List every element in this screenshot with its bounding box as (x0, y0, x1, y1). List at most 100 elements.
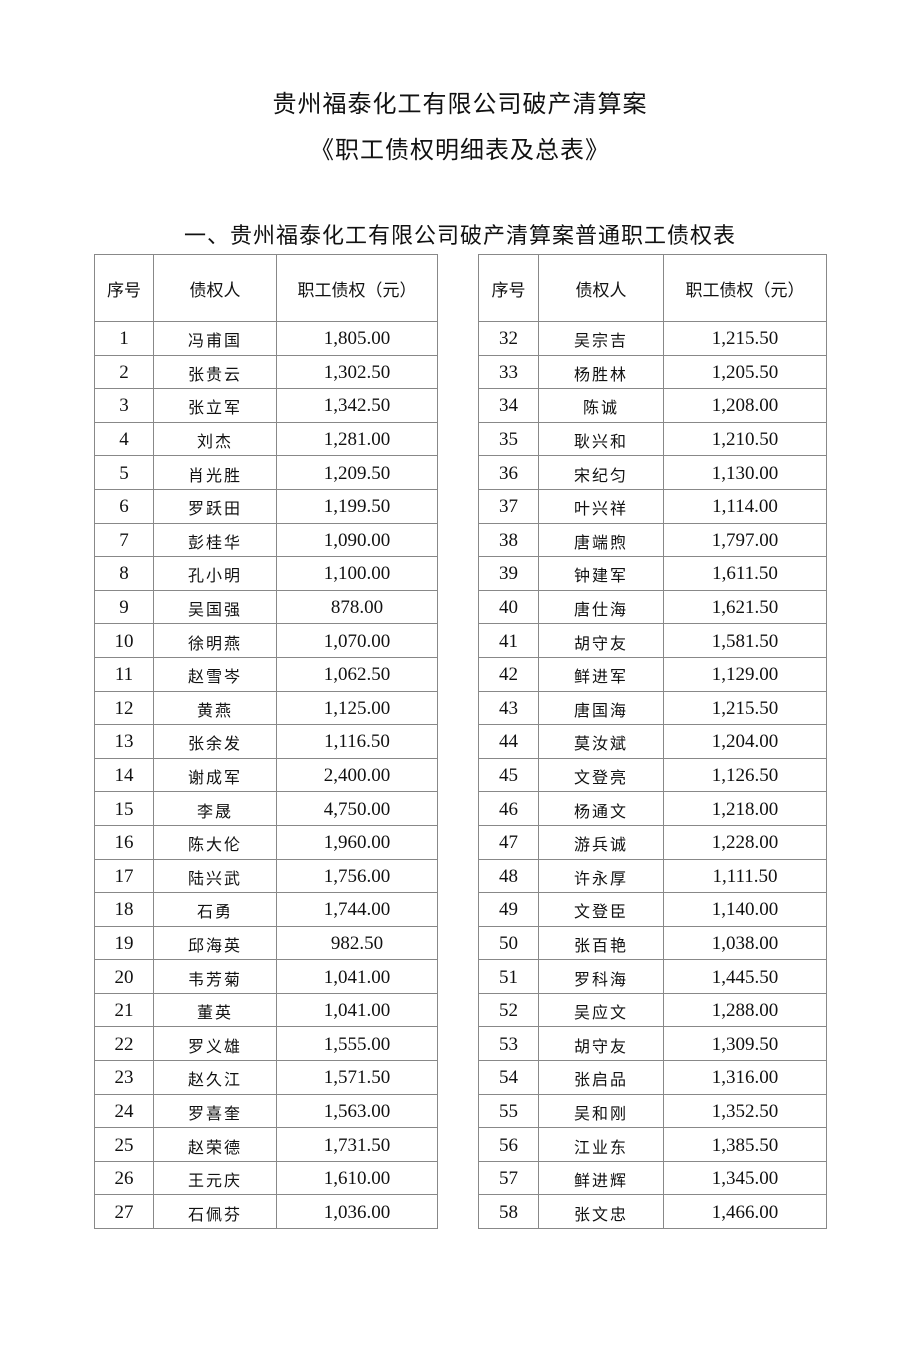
claim-amount: 1,288.00 (663, 992, 827, 1028)
table-row: 22 罗义雄 1,555.00 (94, 1026, 438, 1062)
table-row: 44 莫汝斌 1,204.00 (478, 724, 827, 759)
row-index: 7 (94, 522, 154, 558)
table-row: 32 吴宗吉 1,215.50 (478, 321, 827, 356)
row-index: 19 (94, 925, 154, 961)
claim-amount: 1,215.50 (663, 690, 827, 726)
claims-table-right: 序号 债权人 职工债权（元） 32 吴宗吉 1,215.50 33 杨胜林 1,205.5… (478, 254, 827, 1230)
creditor-name: 叶兴祥 (538, 488, 664, 524)
creditor-name: 张百艳 (538, 925, 664, 961)
creditor-name: 陈大伦 (153, 824, 277, 860)
claim-amount: 2,400.00 (276, 757, 438, 793)
row-index: 50 (478, 925, 539, 961)
header-amount: 职工债权（元） (663, 254, 827, 322)
creditor-name: 钟建军 (538, 556, 664, 591)
table-row: 41 胡守友 1,581.50 (478, 623, 827, 658)
row-index: 6 (94, 488, 154, 524)
header-index: 序号 (94, 254, 154, 322)
row-index: 23 (94, 1060, 154, 1095)
document-subtitle: 《职工债权明细表及总表》 (310, 136, 610, 164)
table-row: 33 杨胜林 1,205.50 (478, 354, 827, 390)
creditor-name: 张余发 (153, 724, 277, 759)
header-index: 序号 (478, 254, 539, 322)
claim-amount: 1,571.50 (276, 1060, 438, 1095)
table-row: 42 鲜进军 1,129.00 (478, 656, 827, 692)
row-index: 43 (478, 690, 539, 726)
creditor-name: 罗跃田 (153, 488, 277, 524)
row-index: 52 (478, 992, 539, 1028)
claim-amount: 1,100.00 (276, 556, 438, 591)
claim-amount: 1,062.50 (276, 656, 438, 692)
row-index: 51 (478, 959, 539, 994)
row-index: 42 (478, 656, 539, 692)
creditor-name: 张启品 (538, 1060, 664, 1095)
claim-amount: 1,756.00 (276, 858, 438, 894)
claim-amount: 1,130.00 (663, 455, 827, 490)
row-index: 14 (94, 757, 154, 793)
table-row: 46 杨通文 1,218.00 (478, 791, 827, 826)
creditor-name: 徐明燕 (153, 623, 277, 658)
claim-amount: 1,041.00 (276, 992, 438, 1028)
claim-amount: 1,205.50 (663, 354, 827, 390)
row-index: 55 (478, 1093, 539, 1129)
claim-amount: 1,090.00 (276, 522, 438, 558)
creditor-name: 黄燕 (153, 690, 277, 726)
row-index: 40 (478, 589, 539, 625)
claim-amount: 1,111.50 (663, 858, 827, 894)
header-creditor: 债权人 (153, 254, 277, 322)
row-index: 36 (478, 455, 539, 490)
creditor-name: 李晟 (153, 791, 277, 826)
creditor-name: 罗义雄 (153, 1026, 277, 1062)
row-index: 11 (94, 656, 154, 692)
table-row: 47 游兵诚 1,228.00 (478, 824, 827, 860)
claim-amount: 1,140.00 (663, 892, 827, 927)
claim-amount: 1,309.50 (663, 1026, 827, 1062)
claim-amount: 1,281.00 (276, 421, 438, 457)
table-row: 53 胡守友 1,309.50 (478, 1026, 827, 1062)
claim-amount: 1,209.50 (276, 455, 438, 490)
table-row: 18 石勇 1,744.00 (94, 892, 438, 927)
claim-amount: 1,805.00 (276, 321, 438, 356)
table-row: 48 许永厚 1,111.50 (478, 858, 827, 894)
table-row: 26 王元庆 1,610.00 (94, 1160, 438, 1196)
creditor-name: 张贵云 (153, 354, 277, 390)
claim-amount: 1,204.00 (663, 724, 827, 759)
creditor-name: 赵雪岑 (153, 656, 277, 692)
table-row: 5 肖光胜 1,209.50 (94, 455, 438, 490)
creditor-name: 陆兴武 (153, 858, 277, 894)
table-row: 35 耿兴和 1,210.50 (478, 421, 827, 457)
row-index: 45 (478, 757, 539, 793)
claim-amount: 1,466.00 (663, 1194, 827, 1230)
creditor-name: 邱海英 (153, 925, 277, 961)
table-row: 1 冯甫国 1,805.00 (94, 321, 438, 356)
row-index: 47 (478, 824, 539, 860)
claim-amount: 1,342.50 (276, 388, 438, 423)
table-row: 10 徐明燕 1,070.00 (94, 623, 438, 658)
creditor-name: 刘杰 (153, 421, 277, 457)
row-index: 4 (94, 421, 154, 457)
creditor-name: 吴宗吉 (538, 321, 664, 356)
creditor-name: 张立军 (153, 388, 277, 423)
row-index: 34 (478, 388, 539, 423)
table-row: 21 董英 1,041.00 (94, 992, 438, 1028)
creditor-name: 游兵诚 (538, 824, 664, 860)
table-row: 2 张贵云 1,302.50 (94, 354, 438, 390)
claim-amount: 1,581.50 (663, 623, 827, 658)
claim-amount: 1,126.50 (663, 757, 827, 793)
table-row: 13 张余发 1,116.50 (94, 724, 438, 759)
row-index: 39 (478, 556, 539, 591)
table-row: 37 叶兴祥 1,114.00 (478, 488, 827, 524)
table-row: 24 罗喜奎 1,563.00 (94, 1093, 438, 1129)
document-title: 贵州福泰化工有限公司破产清算案 (272, 90, 648, 118)
table-row: 12 黄燕 1,125.00 (94, 690, 438, 726)
row-index: 20 (94, 959, 154, 994)
creditor-name: 唐仕海 (538, 589, 664, 625)
creditor-name: 石佩芬 (153, 1194, 277, 1230)
table-row: 27 石佩芬 1,036.00 (94, 1194, 438, 1230)
row-index: 3 (94, 388, 154, 423)
claim-amount: 1,116.50 (276, 724, 438, 759)
table-row: 55 吴和刚 1,352.50 (478, 1093, 827, 1129)
claims-table-left: 序号 债权人 职工债权（元） 1 冯甫国 1,805.00 2 张贵云 1,302.50 3… (94, 254, 438, 1230)
claim-amount: 1,070.00 (276, 623, 438, 658)
row-index: 15 (94, 791, 154, 826)
creditor-name: 罗喜奎 (153, 1093, 277, 1129)
